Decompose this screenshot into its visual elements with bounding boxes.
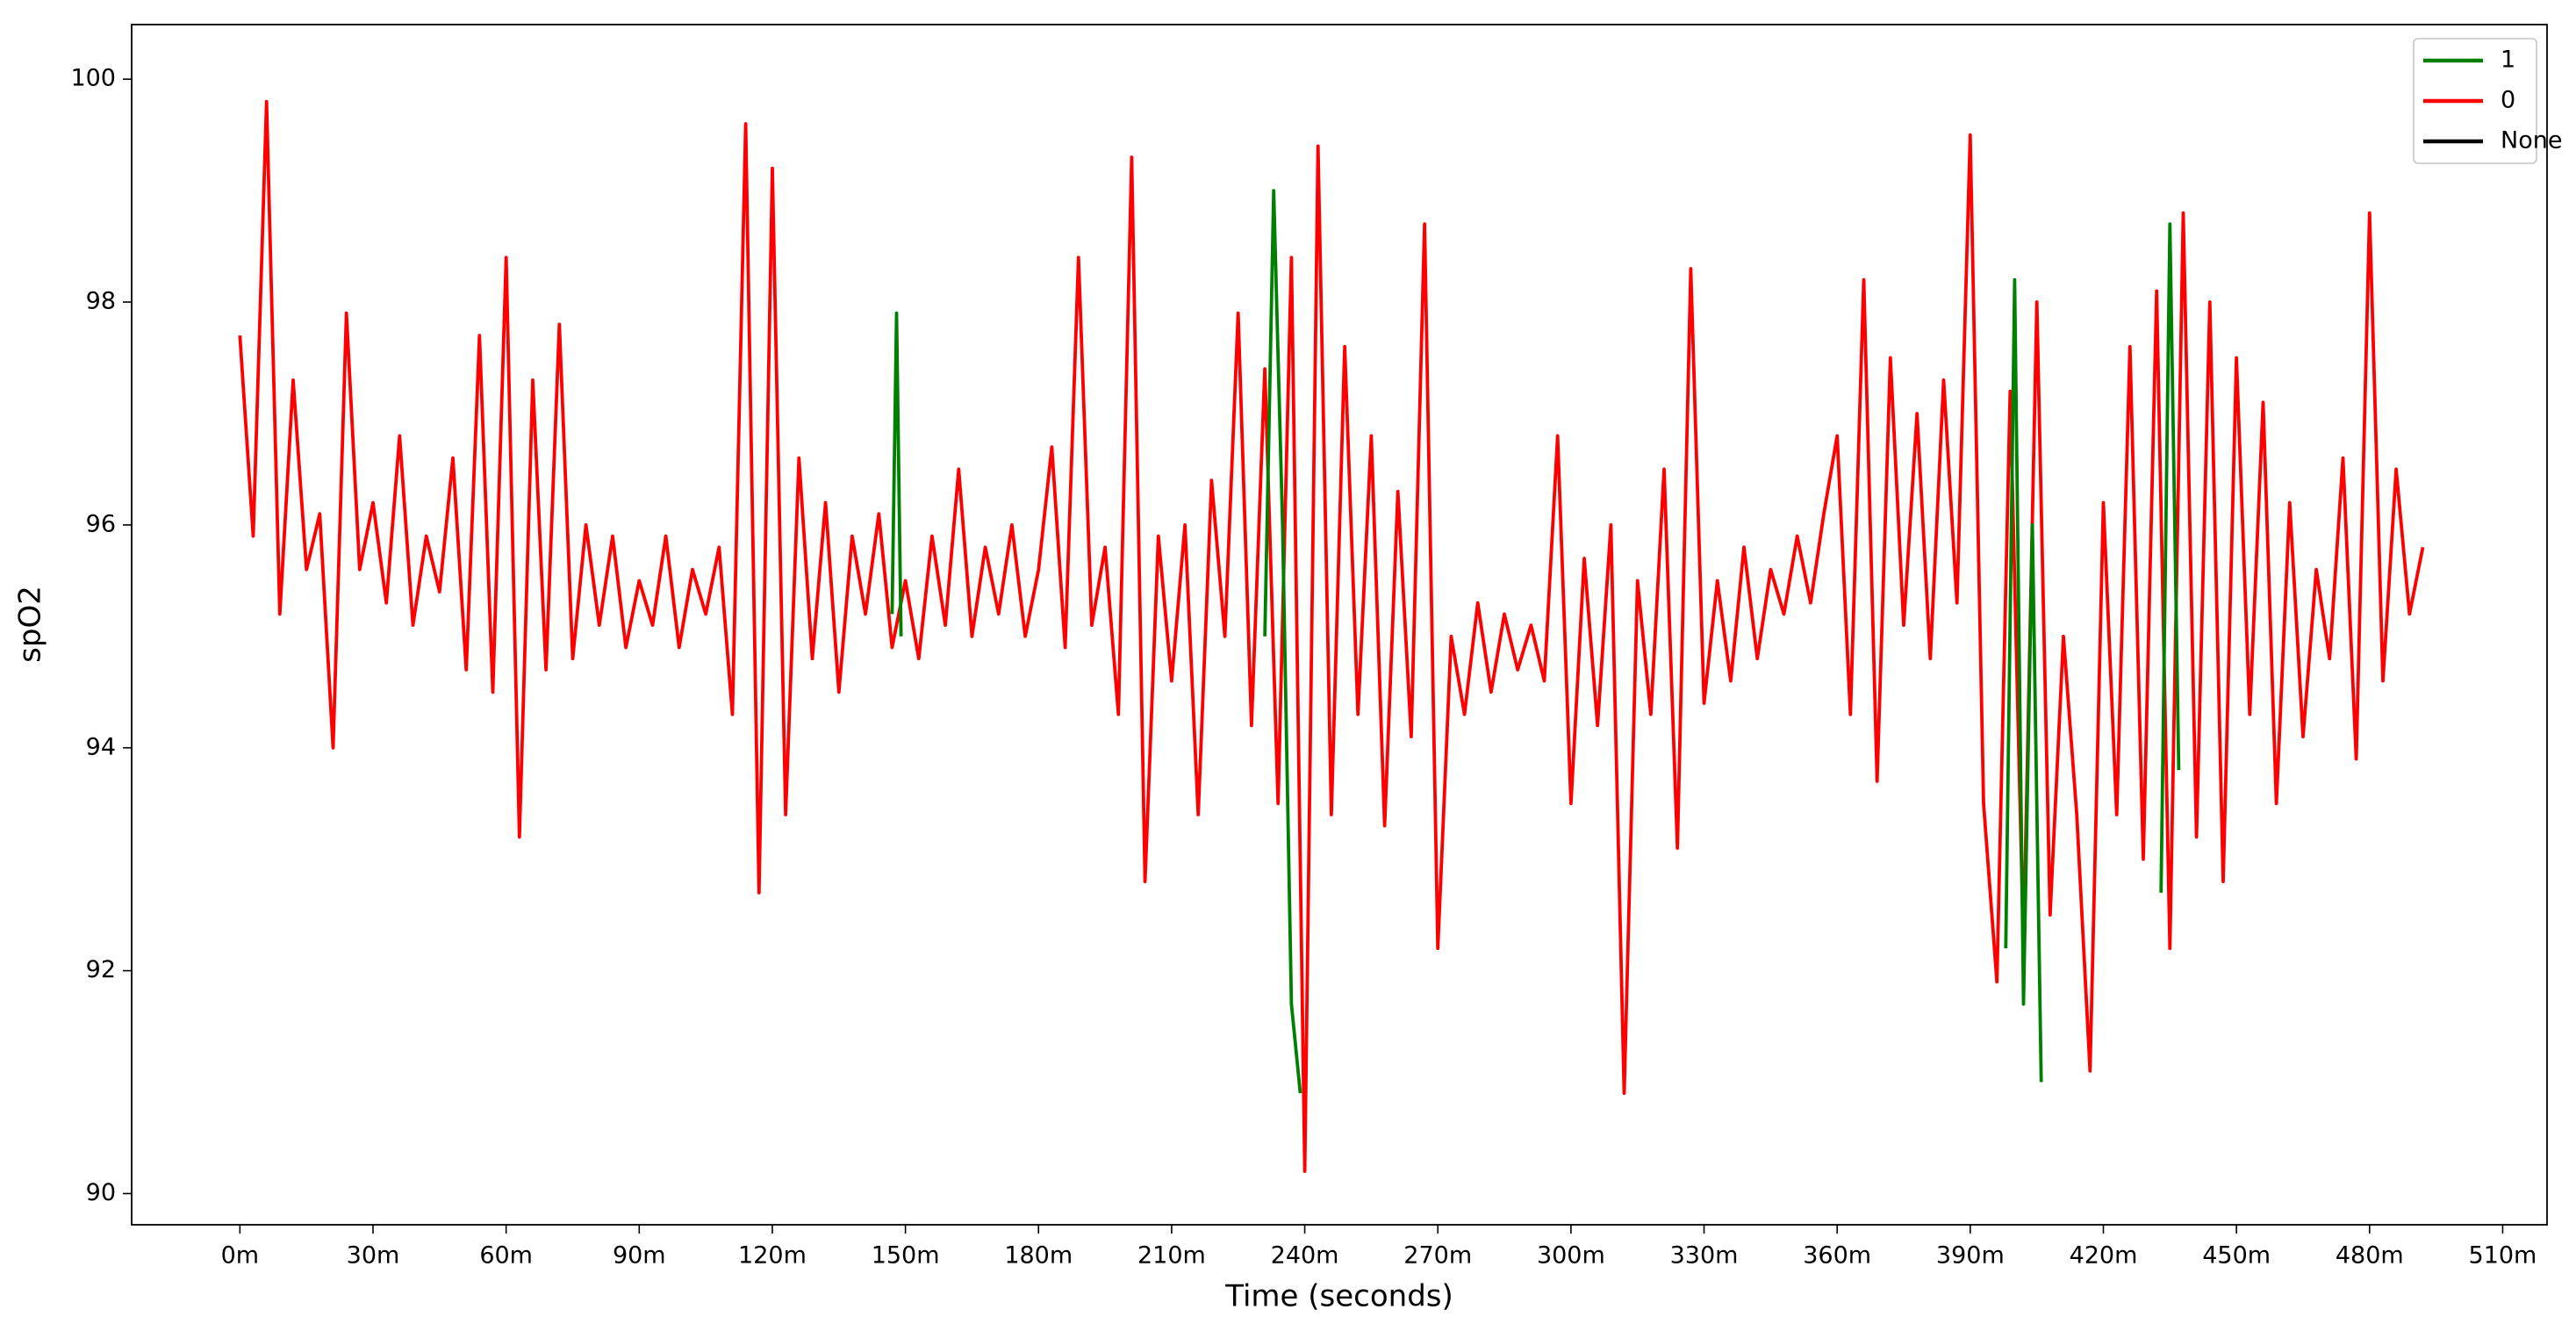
x-tick-label: 480m [2336, 1242, 2404, 1270]
x-tick-label: 330m [1670, 1242, 1739, 1270]
x-tick-label: 270m [1403, 1242, 1472, 1270]
series-line [238, 99, 2425, 1173]
x-tick-label: 60m [479, 1242, 533, 1270]
y-tick-label: 94 [86, 733, 116, 760]
y-tick-label: 90 [86, 1179, 116, 1206]
x-tick-label: 300m [1537, 1242, 1605, 1270]
x-tick-label: 90m [613, 1242, 666, 1270]
x-tick-label: 0m [221, 1242, 259, 1270]
series-line [890, 189, 2181, 1094]
legend-label: 1 [2501, 47, 2515, 74]
y-tick-label: 100 [70, 65, 116, 92]
x-tick-label: 390m [1936, 1242, 2005, 1270]
x-tick-label: 30m [347, 1242, 400, 1270]
x-tick-label: 240m [1271, 1242, 1339, 1270]
x-tick-label: 180m [1004, 1242, 1073, 1270]
x-tick-label: 150m [872, 1242, 940, 1270]
x-tick-label: 420m [2070, 1242, 2138, 1270]
x-tick-label: 450m [2202, 1242, 2271, 1270]
x-tick-label: 360m [1803, 1242, 1871, 1270]
legend-label: 0 [2501, 87, 2515, 114]
y-tick-label: 92 [86, 956, 116, 983]
legend-label: None [2501, 127, 2562, 155]
x-tick-label: 210m [1137, 1242, 1206, 1270]
x-tick-label: 510m [2469, 1242, 2537, 1270]
x-tick-label: 120m [738, 1242, 807, 1270]
plot-frame [131, 24, 2548, 1226]
y-tick-label: 96 [86, 510, 116, 537]
y-tick-label: 98 [86, 288, 116, 315]
y-axis-label: spO2 [13, 586, 48, 663]
x-axis-label: Time (seconds) [1224, 1279, 1453, 1314]
